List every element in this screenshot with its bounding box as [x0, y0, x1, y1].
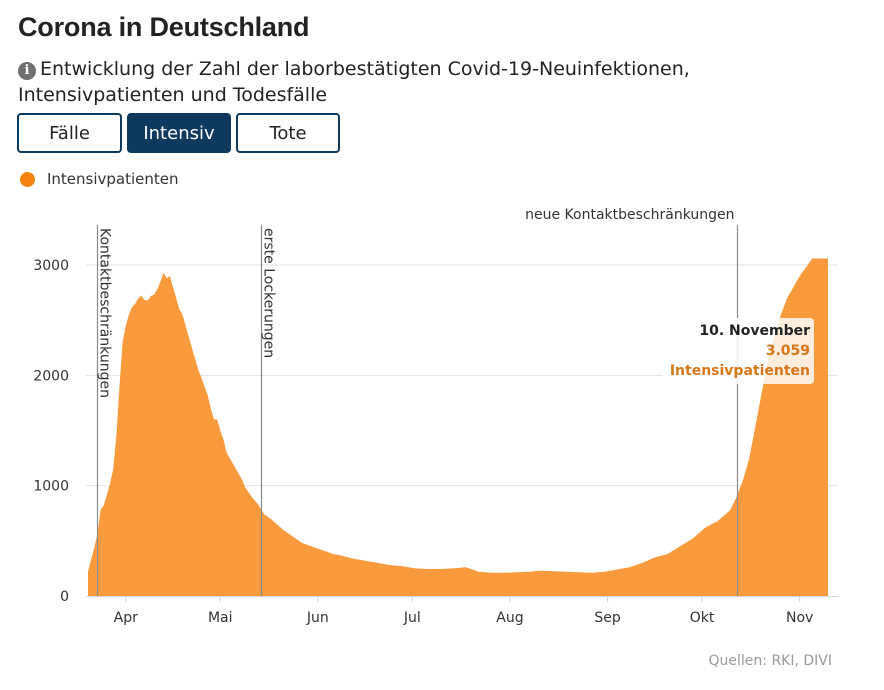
x-tick-label: Aug: [496, 610, 523, 626]
legend-dot-icon: [20, 171, 35, 187]
annotation-label: neue Kontaktbeschränkungen: [525, 207, 734, 223]
tab-intensiv[interactable]: Intensiv: [127, 113, 231, 153]
chart-legend: Intensivpatienten: [20, 170, 179, 188]
x-axis-labels: Apr Mai Jun Jul Aug Sep Okt Nov: [114, 596, 813, 626]
x-tick-label: Jul: [403, 610, 421, 626]
chart-subtitle: i Entwicklung der Zahl der laborbestätigt…: [18, 56, 818, 108]
x-tick-label: Mai: [208, 610, 233, 626]
annotation-lines: Kontaktbeschränkungen erste Lockerungen ne…: [97, 207, 739, 596]
y-tick-label: 1000: [33, 479, 69, 495]
subtitle-text: Entwicklung der Zahl der laborbestätigte…: [18, 58, 690, 106]
x-tick-label: Nov: [786, 610, 813, 626]
source-note: Quellen: RKI, DIVI: [708, 653, 833, 669]
x-tick-label: Apr: [114, 610, 138, 626]
tooltip-label: Intensivpatienten: [669, 363, 810, 379]
y-tick-label: 0: [60, 589, 69, 605]
annotation-label: erste Lockerungen: [261, 228, 277, 358]
tooltip-date: 10. November: [699, 323, 810, 339]
y-tick-label: 2000: [33, 368, 69, 384]
x-tick-label: Okt: [690, 610, 715, 626]
tooltip-value: 3.059: [765, 343, 810, 359]
legend-label: Intensivpatienten: [47, 170, 179, 188]
y-axis-labels: 0 1000 2000 3000: [33, 258, 69, 605]
series-area-intensivpatienten: [88, 258, 828, 596]
info-circle-icon[interactable]: i: [18, 62, 36, 80]
x-tick-label: Jun: [306, 610, 329, 626]
x-tick-label: Sep: [594, 610, 621, 626]
metric-tabs: Fälle Intensiv Tote: [17, 113, 340, 153]
tab-tote[interactable]: Tote: [236, 113, 340, 153]
page-title: Corona in Deutschland: [18, 12, 310, 42]
tab-faelle[interactable]: Fälle: [17, 113, 122, 153]
area-chart: 0 1000 2000 3000 Kontaktbeschränkungen erste…: [33, 207, 838, 626]
data-tooltip: 10. November 3.059 Intensivpatienten: [661, 318, 814, 384]
annotation-label: Kontaktbeschränkungen: [97, 228, 113, 398]
y-tick-label: 3000: [33, 258, 69, 274]
